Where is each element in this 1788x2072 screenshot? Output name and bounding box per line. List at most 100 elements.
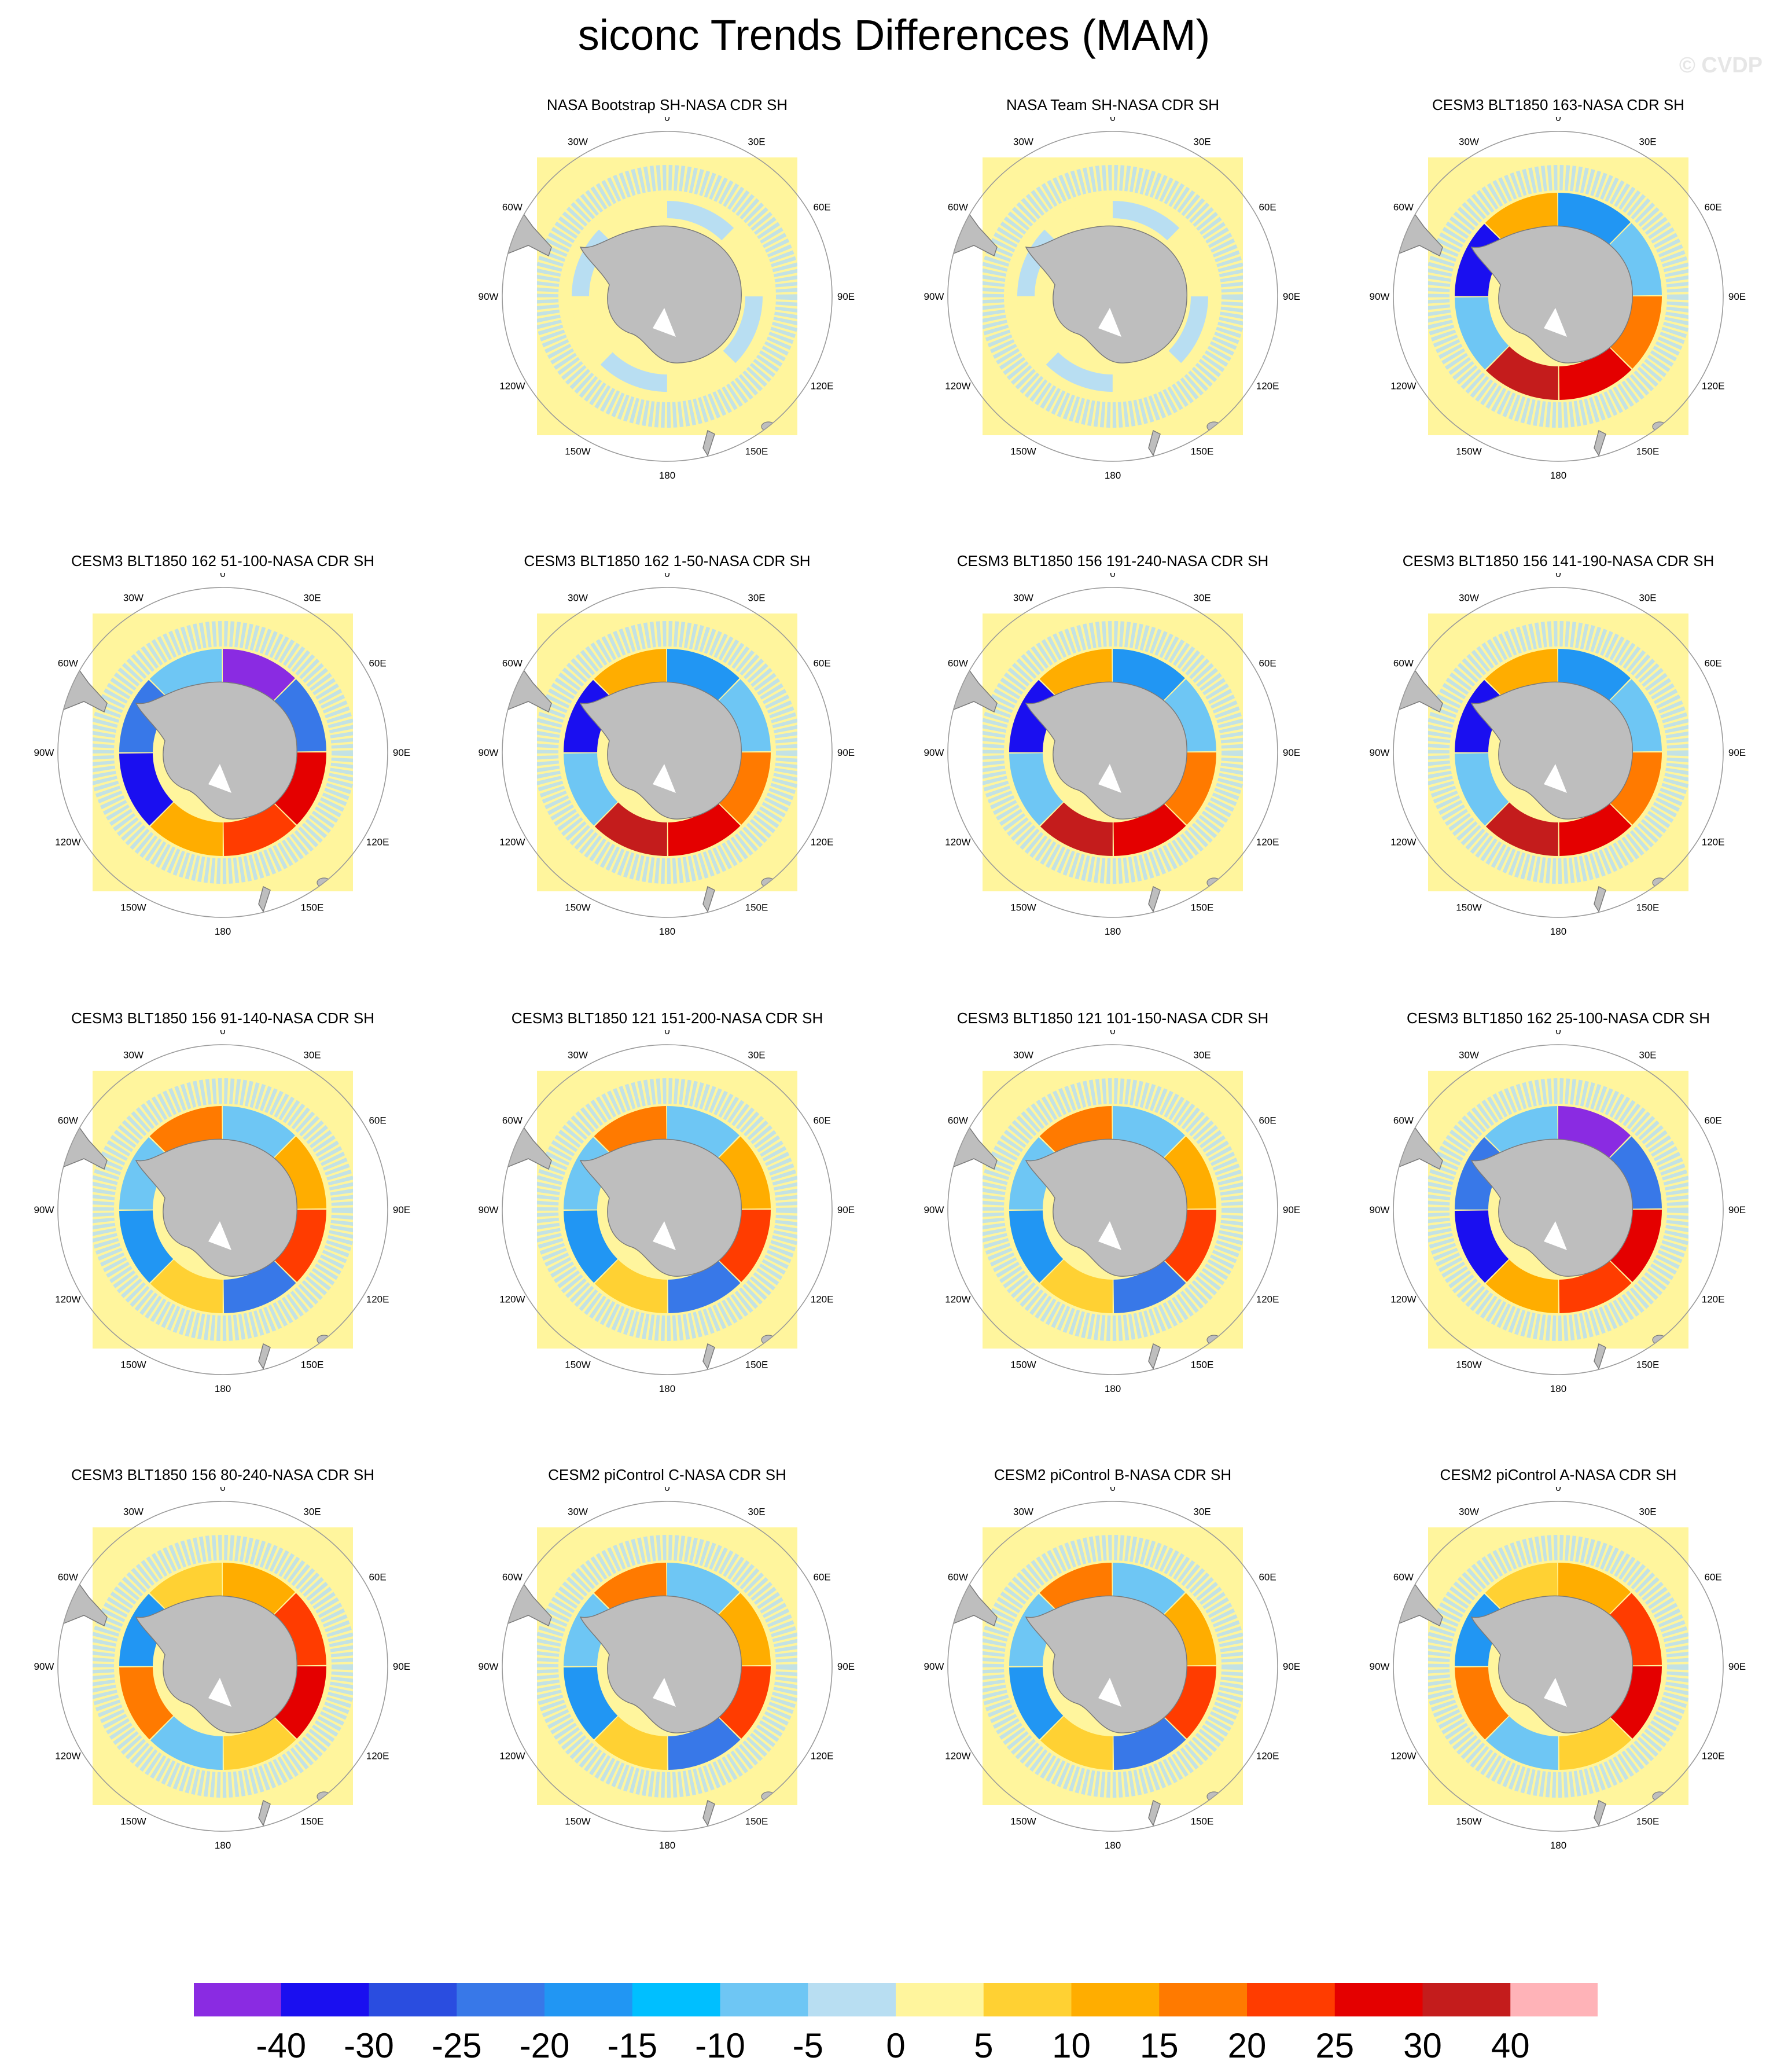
longitude-label: 60W — [58, 658, 78, 669]
colorbar-tick-label: 15 — [1139, 2026, 1179, 2065]
longitude-label: 180 — [215, 1840, 231, 1851]
longitude-label: 150W — [120, 902, 146, 913]
map-boundary — [947, 587, 1278, 918]
longitude-label: 90W — [1370, 747, 1390, 758]
colorbar-swatch — [1247, 1982, 1336, 2017]
longitude-label: 60E — [1704, 1572, 1721, 1583]
map-panel: NASA Bootstrap SH-NASA CDR SH 0 30E 60E 90E 1… — [444, 93, 890, 544]
colorbar-tick-label: 20 — [1227, 2026, 1267, 2065]
longitude-label: 120E — [1702, 381, 1725, 392]
polar-map: 0 30E 60E 90E 120E 150E 180 150W 120W 90W 60W 30W — [34, 1487, 411, 1851]
polar-map: 0 30E 60E 90E 120E 150E 180 150W 120W 90W 60W 30W — [479, 573, 855, 937]
colorbar-swatch — [1510, 1982, 1598, 2017]
map-boundary — [1393, 587, 1724, 918]
colorbar-swatch — [808, 1982, 896, 2017]
longitude-label: 150E — [301, 1360, 324, 1371]
longitude-label: 90E — [1283, 1204, 1300, 1215]
longitude-label: 60E — [1259, 202, 1276, 213]
polar-map: 0 30E 60E 90E 120E 150E 180 150W 120W 90W 60W 30W — [34, 573, 411, 937]
longitude-label: 150E — [301, 902, 324, 913]
outer-anomaly-band — [983, 621, 1243, 884]
antarctica-landmass — [1025, 1138, 1187, 1277]
longitude-label: 30W — [123, 1506, 144, 1517]
longitude-label: 120E — [811, 1751, 834, 1762]
longitude-label: 60W — [502, 1115, 523, 1126]
map-panel: CESM3 BLT1850 163-NASA CDR SH 0 30E 60E 90E 1… — [1336, 93, 1781, 544]
map-boundary — [502, 131, 833, 462]
outer-anomaly-band — [93, 1535, 353, 1798]
longitude-label: 60W — [58, 1115, 78, 1126]
ross-ice-shelf — [208, 1221, 231, 1250]
new-zealand-landmass — [1594, 1799, 1606, 1827]
map-panel: CESM3 BLT1850 162 25-100-NASA CDR SH 0 30E… — [1336, 1006, 1781, 1457]
cvdp-watermark: © CVDP — [1679, 53, 1763, 78]
longitude-label: 90E — [1283, 291, 1300, 302]
panel-title: NASA Team SH-NASA CDR SH — [1006, 96, 1219, 113]
colorbar-tick-label: -40 — [256, 2026, 307, 2065]
anomaly-segment — [1455, 1106, 1662, 1313]
longitude-label: 90W — [924, 291, 944, 302]
new-zealand-landmass — [258, 1343, 271, 1370]
longitude-label: 180 — [1105, 926, 1121, 937]
longitude-label: 90W — [924, 1661, 944, 1672]
longitude-label: 60E — [1259, 1572, 1276, 1583]
longitude-label: 90E — [1283, 1661, 1300, 1672]
ross-ice-shelf — [653, 1678, 676, 1707]
longitude-label: 30W — [1459, 592, 1479, 603]
longitude-label: 150W — [1010, 446, 1036, 457]
colorbar-labels: -40 -30 -25 -20 -15 -10 -5 0 5 10 15 20 25 30 40 — [0, 2026, 1788, 2072]
outer-anomaly-band — [537, 1535, 797, 1798]
outer-anomaly-band — [93, 1078, 353, 1341]
longitude-label: 90E — [837, 1661, 855, 1672]
new-zealand-landmass — [702, 886, 715, 913]
longitude-label: 120W — [1390, 381, 1416, 392]
panel-title: CESM3 BLT1850 156 91-140-NASA CDR SH — [71, 1009, 375, 1027]
longitude-label: 0 — [1555, 117, 1561, 123]
longitude-label: 120W — [55, 837, 80, 848]
longitude-label: 30W — [123, 592, 144, 603]
longitude-label: 90E — [1728, 747, 1746, 758]
colorbar-swatch — [720, 1982, 808, 2017]
longitude-label: 30E — [1193, 592, 1211, 603]
colorbar-swatch — [983, 1982, 1072, 2017]
polar-map: 0 30E 60E 90E 120E 150E 180 150W 120W 90W 60W 30W — [924, 1030, 1301, 1394]
longitude-label: 60E — [813, 1572, 830, 1583]
colorbar-tick-label: -15 — [607, 2026, 658, 2065]
map-panel: CESM2 piControl B-NASA CDR SH 0 30E 60E 90E 1… — [890, 1463, 1336, 1914]
longitude-label: 180 — [659, 1383, 675, 1394]
panel-title: CESM3 BLT1850 162 51-100-NASA CDR SH — [71, 552, 375, 570]
longitude-label: 150W — [1456, 446, 1481, 457]
longitude-label: 120E — [811, 1294, 834, 1305]
colorbar-swatch — [1334, 1982, 1423, 2017]
longitude-label: 150E — [745, 446, 768, 457]
polar-map: 0 30E 60E 90E 120E 150E 180 150W 120W 90W 60W 30W — [1370, 1030, 1746, 1394]
longitude-label: 120E — [811, 381, 834, 392]
colorbar-swatch — [193, 1982, 282, 2017]
polar-map: 0 30E 60E 90E 120E 150E 180 150W 120W 90W 60W 30W — [924, 117, 1301, 481]
panel-title: NASA Bootstrap SH-NASA CDR SH — [546, 96, 788, 113]
longitude-label: 60W — [1393, 1572, 1414, 1583]
longitude-label: 90E — [1728, 1661, 1746, 1672]
longitude-label: 120E — [1256, 1751, 1279, 1762]
longitude-label: 0 — [664, 117, 669, 123]
longitude-label: 30E — [1193, 136, 1211, 147]
antarctica-landmass — [135, 1595, 297, 1733]
longitude-label: 60E — [1704, 1115, 1721, 1126]
map-panel: CESM3 BLT1850 156 80-240-NASA CDR SH 0 30E… — [0, 1463, 446, 1914]
antarctica-landmass — [135, 681, 297, 820]
longitude-label: 150W — [1010, 1360, 1036, 1371]
longitude-label: 120W — [55, 1751, 80, 1762]
new-zealand-landmass — [1148, 1799, 1161, 1827]
longitude-label: 60E — [369, 1115, 386, 1126]
longitude-label: 150W — [1456, 1360, 1481, 1371]
longitude-label: 90W — [1370, 1204, 1390, 1215]
antarctica-landmass — [135, 1138, 297, 1277]
longitude-label: 0 — [1110, 1487, 1115, 1493]
longitude-label: 90E — [1283, 747, 1300, 758]
longitude-label: 30W — [1459, 136, 1479, 147]
map-panel: CESM3 BLT1850 121 101-150-NASA CDR SH 0 30… — [890, 1006, 1336, 1457]
longitude-label: 180 — [1550, 1840, 1566, 1851]
colorbar-tick-label: -5 — [792, 2026, 823, 2065]
longitude-label: 150E — [1191, 446, 1214, 457]
map-boundary — [57, 1044, 388, 1375]
